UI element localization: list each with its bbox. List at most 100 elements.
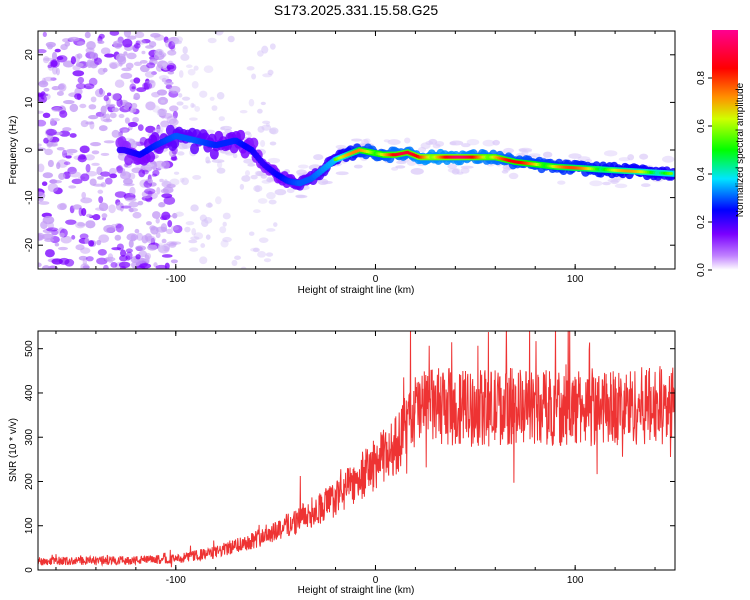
x-tick-label: -100 [166,274,186,285]
spectrogram-cell [190,102,195,109]
spectrogram-cell [250,247,259,252]
spectrogram-cell [114,234,122,241]
spectrogram-cell [123,31,132,38]
spectrogram-cell [199,256,208,265]
spectrogram-cell [241,175,251,182]
spectrogram-cell [222,212,231,220]
spectrogram-cell [94,57,103,65]
spectrogram-cell [260,101,266,106]
spectrogram-cell [138,250,148,258]
spectrogram-cell [542,151,553,158]
spectrogram-cell [94,88,106,98]
x-tick-label: 0 [373,575,379,586]
spectrogram-cell [160,120,170,128]
spectrogram-cell [164,81,174,86]
spectrogram-cell [43,76,54,82]
spectrogram-cell [42,31,47,38]
spectrogram-cell [182,46,188,55]
spectrogram-cell [109,167,117,175]
spectrogram-cell [460,167,470,174]
spectrogram-cell [78,207,83,217]
spectrogram-cell [50,77,57,81]
spectrogram-cell [123,178,133,185]
spectrogram-cell [244,170,251,177]
spectrogram-cell [109,62,118,70]
spectrogram-cell [46,227,59,232]
spectrogram-cell [145,101,156,111]
spectrogram-cell [56,162,61,170]
spectrogram-cell [144,188,156,195]
spectrogram-cell [137,124,144,132]
spectrogram-cell [75,62,84,68]
spectrogram-cell [173,171,180,175]
spectrogram-cell [47,183,59,193]
spectrogram-cell [92,213,101,221]
spectrogram-cell [153,34,165,41]
spectrogram-cell [466,138,480,146]
spectrogram-cell [176,101,184,106]
spectrogram-cell [260,173,268,179]
spectrogram-cell [161,254,173,258]
spectrogram-cell [88,240,95,247]
spectrogram-cell [51,85,60,91]
spectrogram-cell [38,196,44,202]
spectrogram-cell [251,73,257,80]
spectrogram-cell [65,148,78,154]
spectrogram-cell [125,62,134,69]
spectrogram-cell [44,148,53,156]
spectrogram-cell [133,77,141,84]
spectrogram-cell [91,150,100,155]
spectrogram-cell [248,231,255,236]
spectrogram-cell [120,205,132,209]
spectrogram-cell [144,71,155,78]
spectrogram-cell [158,74,169,81]
spectrogram-cell [118,113,125,119]
spectrogram-cell [273,222,278,227]
spectrogram-cell [84,31,91,39]
figure-title: S173.2025.331.15.58.G25 [274,2,438,18]
spectrogram-cell [60,235,72,244]
spectrogram-cell [170,259,178,264]
spectrogram-cell [244,131,251,135]
spectrogram-cell [178,70,184,78]
x-tick-label: 100 [567,274,584,285]
spectrogram-cell [63,152,74,156]
spectrogram-cell [76,41,86,46]
spectrogram-cell [151,91,161,98]
spectrogram-cell [138,39,146,45]
spectrogram-cell [41,233,54,240]
spectrogram-cell [161,238,167,244]
spectrogram-cell [145,45,154,49]
spectrogram-cell [132,211,142,219]
spectrogram-cell [295,194,308,199]
spectrogram-cell [120,72,133,79]
spectrogram-cell [351,138,363,142]
spectrogram-cell [614,183,628,189]
spectrogram-cell [69,133,77,138]
spectrogram-cell [126,233,139,241]
spectrogram-cell [133,61,142,67]
spectrogram-cell [122,128,128,133]
spectrogram-cell [266,192,276,200]
spectrogram-cell [62,99,75,105]
snr-x-ticks: -100 0 100 [55,331,656,586]
spectrogram-cell [222,221,227,227]
spectrogram-cell [83,83,95,90]
spectrogram-cell [111,107,119,113]
spectrogram-cell [420,142,431,150]
spectrogram-cell [265,252,274,257]
spectrogram-cell [258,237,269,243]
spectrogram-cell [43,87,50,92]
spectrogram-cell [54,48,61,53]
spectrogram-cell [182,105,189,110]
spectrogram-cell [119,266,126,269]
spectrogram-cell [81,191,87,199]
spectrogram-cell [188,239,198,244]
spectrogram-cell [184,226,191,233]
spectrogram-cell [172,224,183,234]
spectrogram-cell [42,172,54,179]
spectrogram-cell [103,95,109,102]
spectrogram-y-ticks: -20 -10 0 10 20 [24,49,675,252]
spectrogram-cell [449,140,464,146]
spectrogram-cell [192,174,202,180]
